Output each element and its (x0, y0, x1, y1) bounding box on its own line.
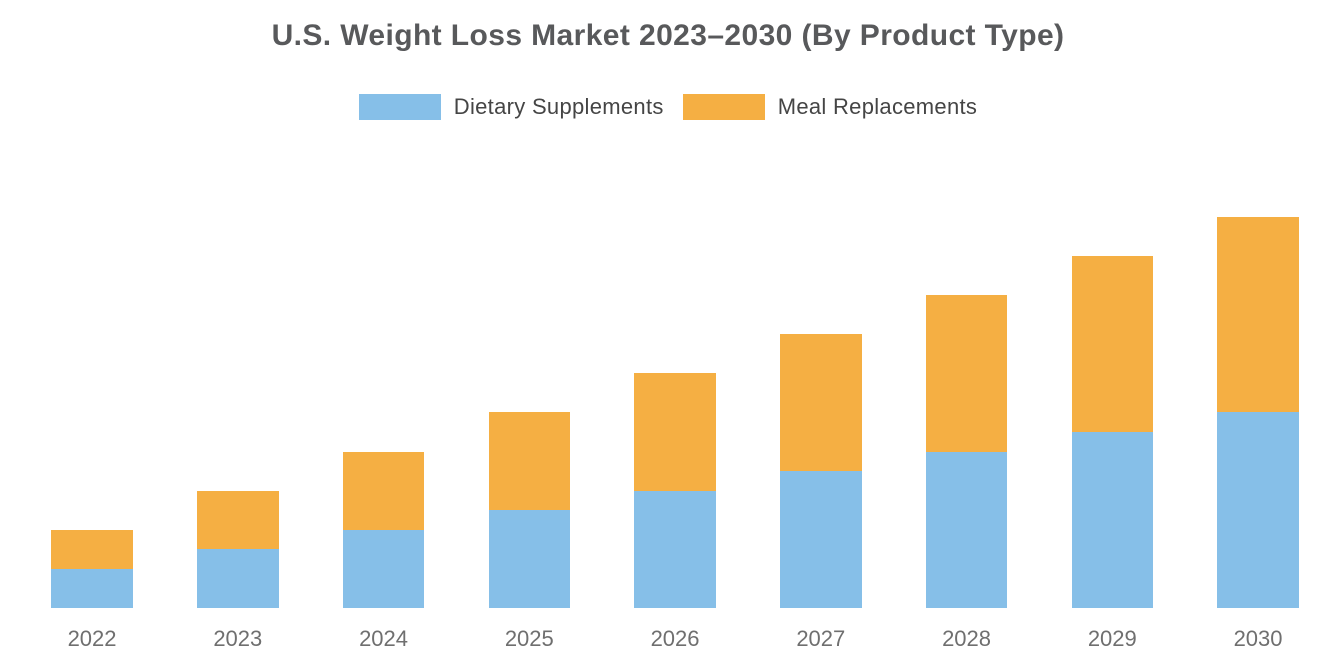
bar-segment-dietary-supplements-2029 (1071, 431, 1154, 608)
legend-label-meal-replacements: Meal Replacements (777, 94, 978, 119)
legend-label-dietary-supplements: Dietary Supplements (453, 94, 664, 119)
bar-segment-dietary-supplements-2026 (634, 490, 716, 608)
bar-segment-meal-replacements-2029 (1071, 255, 1154, 432)
bar-segment-meal-replacements-2027 (780, 334, 862, 472)
x-tick-label-2025: 2025 (504, 626, 554, 651)
bar-segment-dietary-supplements-2030 (1217, 412, 1299, 608)
x-tick-label-2027: 2027 (796, 626, 846, 651)
x-tick-label-2030: 2030 (1233, 626, 1283, 651)
bar-group-2028 (925, 295, 1008, 608)
bar-segment-dietary-supplements-2025 (488, 510, 571, 608)
legend-item-dietary-supplements: Dietary Supplements (358, 94, 664, 120)
x-tick-label-2029: 2029 (1087, 626, 1137, 651)
bar-segment-dietary-supplements-2027 (780, 471, 862, 608)
x-tick-label-2028: 2028 (942, 626, 992, 651)
bar-segment-meal-replacements-2026 (634, 373, 716, 491)
bar-segment-meal-replacements-2024 (342, 451, 425, 530)
chart-title: U.S. Weight Loss Market 2023–2030 (By Pr… (271, 19, 1065, 52)
bar-group-2027 (780, 334, 862, 608)
bar-group-2023 (197, 490, 279, 608)
x-tick-label-2023: 2023 (213, 626, 263, 651)
legend-swatch-dietary-supplements-icon (358, 94, 441, 120)
bar-segment-meal-replacements-2022 (51, 529, 133, 569)
legend: Dietary Supplements Meal Replacements (0, 94, 1336, 120)
bar-segment-dietary-supplements-2024 (342, 529, 425, 608)
bar-segment-meal-replacements-2030 (1217, 216, 1299, 413)
bar-group-2026 (634, 373, 716, 608)
x-tick-label-2024: 2024 (359, 626, 409, 651)
legend-item-meal-replacements: Meal Replacements (682, 94, 978, 120)
legend-swatch-meal-replacements-icon (682, 94, 765, 120)
bar-segment-dietary-supplements-2022 (51, 568, 133, 608)
bar-group-2024 (342, 451, 425, 608)
bar-group-2022 (51, 529, 133, 608)
x-tick-label-2022: 2022 (67, 626, 117, 651)
bar-segment-meal-replacements-2028 (925, 295, 1008, 452)
bar-group-2030 (1217, 216, 1299, 608)
bar-group-2029 (1071, 255, 1154, 608)
bar-segment-meal-replacements-2023 (197, 490, 279, 550)
x-tick-label-2026: 2026 (650, 626, 700, 651)
bar-segment-dietary-supplements-2023 (197, 549, 279, 608)
bar-group-2025 (488, 412, 571, 608)
bar-segment-dietary-supplements-2028 (925, 451, 1008, 608)
bar-segment-meal-replacements-2025 (488, 412, 571, 511)
